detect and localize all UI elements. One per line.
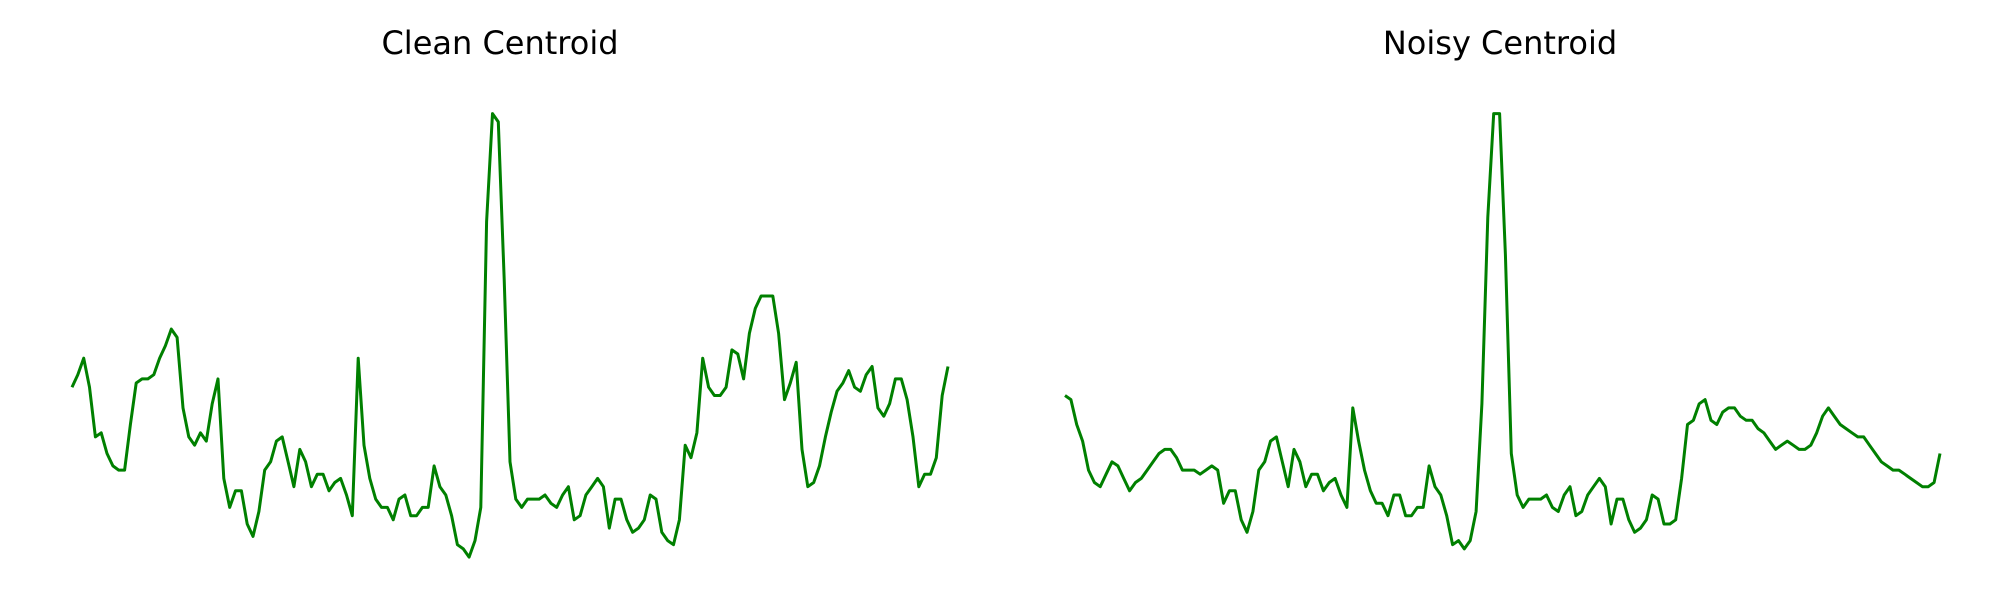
series-line bbox=[70, 112, 950, 559]
chart-title: Noisy Centroid bbox=[1382, 24, 1618, 62]
chart-panel-noisy: Noisy Centroid bbox=[1000, 0, 2000, 600]
chart-panel-clean: Clean Centroid bbox=[70, 24, 950, 559]
chart-plot-area bbox=[1064, 112, 1942, 551]
series-line bbox=[1064, 112, 1942, 551]
chart-plot-area bbox=[70, 112, 950, 559]
chart-title: Clean Centroid bbox=[381, 24, 619, 62]
